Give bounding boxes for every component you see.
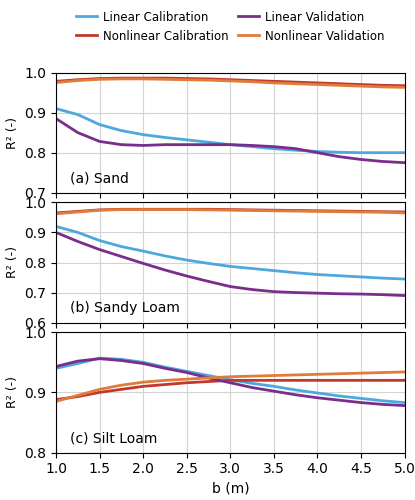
Y-axis label: R² (-): R² (-) <box>6 376 19 408</box>
Legend: Linear Calibration, Nonlinear Calibration, Linear Validation, Nonlinear Validati: Linear Calibration, Nonlinear Calibratio… <box>71 6 390 48</box>
Text: (a) Sand: (a) Sand <box>70 172 129 185</box>
Text: (b) Sandy Loam: (b) Sandy Loam <box>70 302 180 316</box>
Y-axis label: R² (-): R² (-) <box>6 116 19 148</box>
Text: (c) Silt Loam: (c) Silt Loam <box>70 432 157 446</box>
X-axis label: b (m): b (m) <box>212 482 249 496</box>
Y-axis label: R² (-): R² (-) <box>6 246 19 278</box>
